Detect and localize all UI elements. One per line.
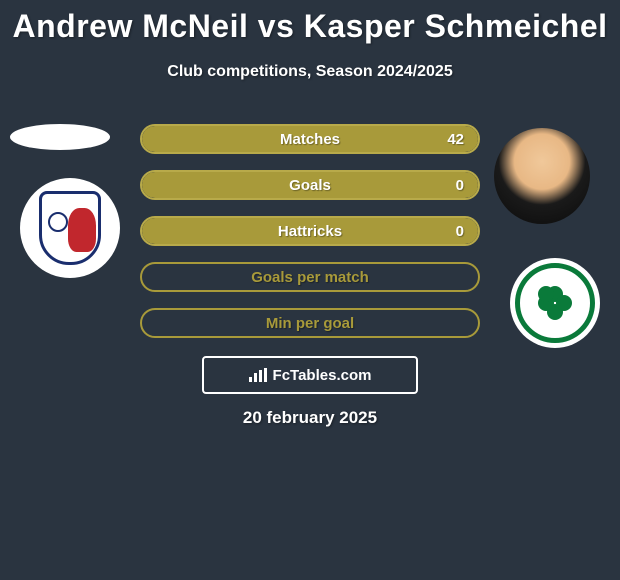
stat-bar: Goals per match bbox=[140, 262, 480, 292]
stat-bar: Goals 0 bbox=[140, 170, 480, 200]
stat-label: Matches bbox=[280, 131, 340, 148]
player-left-avatar bbox=[10, 124, 110, 150]
bar-chart-icon bbox=[249, 368, 267, 382]
subtitle: Club competitions, Season 2024/2025 bbox=[0, 63, 620, 81]
player-right-avatar bbox=[494, 128, 590, 224]
stat-label: Goals per match bbox=[251, 269, 369, 286]
player-left-club-badge bbox=[20, 178, 120, 278]
watermark: FcTables.com bbox=[202, 356, 418, 394]
stat-bar: Min per goal bbox=[140, 308, 480, 338]
stat-value: 0 bbox=[456, 223, 464, 240]
player-right-club-badge bbox=[510, 258, 600, 348]
watermark-text: FcTables.com bbox=[273, 367, 372, 384]
stat-label: Min per goal bbox=[266, 315, 354, 332]
stat-label: Goals bbox=[289, 177, 331, 194]
stat-bar: Hattricks 0 bbox=[140, 216, 480, 246]
raith-shield-icon bbox=[39, 191, 101, 265]
page-title: Andrew McNeil vs Kasper Schmeichel bbox=[0, 0, 620, 45]
stat-bar: Matches 42 bbox=[140, 124, 480, 154]
stat-value: 0 bbox=[456, 177, 464, 194]
celtic-badge-icon bbox=[515, 263, 595, 343]
date-text: 20 february 2025 bbox=[0, 408, 620, 428]
stat-value: 42 bbox=[447, 131, 464, 148]
stat-label: Hattricks bbox=[278, 223, 342, 240]
stats-container: Matches 42 Goals 0 Hattricks 0 Goals per match… bbox=[140, 124, 480, 354]
